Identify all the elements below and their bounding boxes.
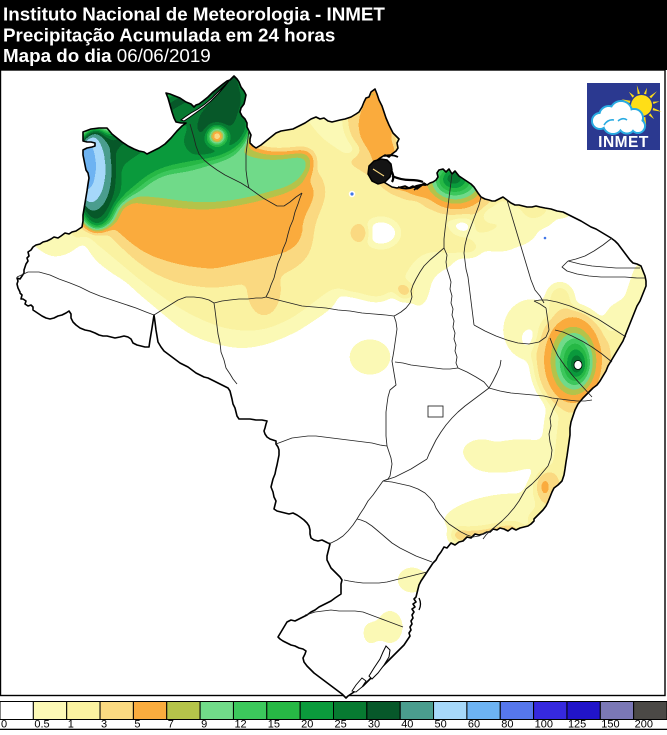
svg-text:30: 30 (368, 719, 380, 731)
svg-text:Instituto Nacional de Meteorol: Instituto Nacional de Meteorologia - INM… (3, 4, 385, 25)
svg-text:80: 80 (501, 719, 513, 731)
svg-text:7: 7 (168, 719, 174, 731)
svg-text:50: 50 (435, 719, 447, 731)
svg-text:Mapa do dia 06/06/2019: Mapa do dia 06/06/2019 (3, 45, 211, 66)
svg-text:200: 200 (635, 719, 653, 731)
svg-text:9: 9 (201, 719, 207, 731)
svg-text:100: 100 (535, 719, 553, 731)
svg-text:0: 0 (1, 719, 7, 731)
svg-text:INMET: INMET (598, 134, 649, 151)
svg-text:1: 1 (68, 719, 74, 731)
svg-text:150: 150 (601, 719, 619, 731)
svg-text:20: 20 (301, 719, 313, 731)
svg-text:3: 3 (101, 719, 107, 731)
svg-text:60: 60 (468, 719, 480, 731)
svg-text:0.5: 0.5 (34, 719, 49, 731)
svg-text:5: 5 (134, 719, 140, 731)
svg-text:125: 125 (568, 719, 586, 731)
svg-text:40: 40 (401, 719, 413, 731)
svg-text:12: 12 (234, 719, 246, 731)
svg-text:15: 15 (268, 719, 280, 731)
svg-text:25: 25 (335, 719, 347, 731)
svg-text:Precipitação Acumulada em 24 h: Precipitação Acumulada em 24 horas (3, 25, 335, 46)
